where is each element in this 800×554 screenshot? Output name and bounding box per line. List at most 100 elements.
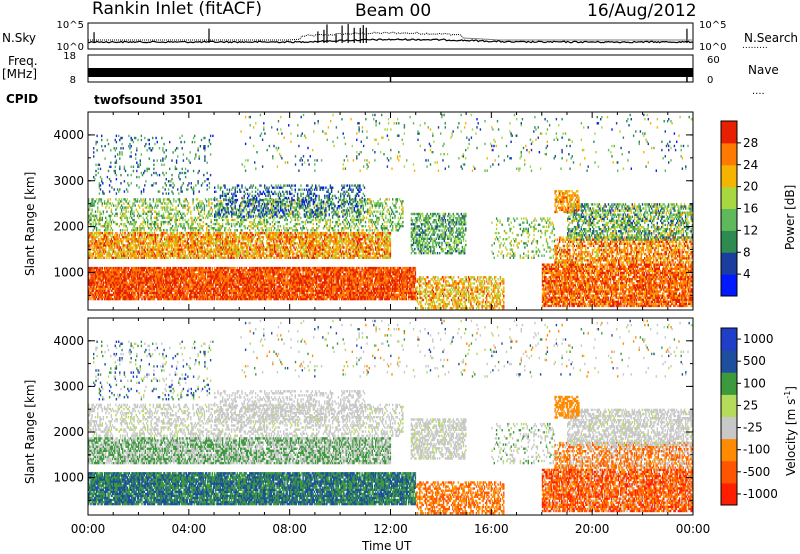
cell bbox=[145, 298, 146, 300]
cell bbox=[89, 269, 90, 271]
freq-ytick: 8 bbox=[70, 75, 76, 86]
cell bbox=[99, 275, 100, 277]
cell bbox=[191, 296, 192, 298]
cell bbox=[122, 290, 123, 292]
cell bbox=[162, 269, 163, 271]
cell bbox=[205, 275, 206, 277]
cell bbox=[162, 273, 163, 275]
cell bbox=[145, 275, 146, 277]
cell bbox=[152, 292, 153, 294]
cell bbox=[175, 286, 176, 288]
cell bbox=[132, 273, 133, 275]
cell bbox=[175, 279, 176, 281]
cell bbox=[119, 296, 120, 298]
cell bbox=[132, 269, 133, 271]
cell bbox=[90, 298, 91, 300]
cell bbox=[181, 275, 182, 277]
cell bbox=[103, 271, 104, 273]
cell bbox=[165, 273, 166, 275]
cell bbox=[125, 267, 126, 269]
cell bbox=[201, 298, 202, 300]
cell bbox=[139, 269, 140, 271]
cell bbox=[122, 269, 123, 271]
cell bbox=[188, 286, 189, 288]
cell bbox=[205, 286, 206, 288]
cell bbox=[141, 292, 142, 294]
cell bbox=[188, 269, 189, 271]
cell bbox=[161, 298, 162, 300]
cell bbox=[181, 296, 182, 298]
freq-ytick: 18 bbox=[63, 51, 76, 62]
cell bbox=[124, 273, 125, 275]
cell bbox=[169, 275, 170, 277]
cell bbox=[93, 275, 94, 277]
cell bbox=[172, 269, 173, 271]
cell bbox=[105, 292, 106, 294]
cell bbox=[136, 296, 137, 298]
cell bbox=[122, 292, 123, 294]
cell bbox=[139, 275, 140, 277]
noise-ytick: 10^5 bbox=[57, 20, 84, 31]
cell bbox=[108, 296, 109, 298]
cell bbox=[165, 275, 166, 277]
cell bbox=[148, 277, 149, 279]
cell bbox=[198, 275, 199, 277]
cell bbox=[152, 281, 153, 283]
cell bbox=[105, 267, 106, 269]
cell bbox=[188, 267, 189, 269]
cell bbox=[169, 279, 170, 281]
cell bbox=[115, 290, 116, 292]
cell bbox=[195, 292, 196, 294]
cell bbox=[136, 290, 137, 292]
cell bbox=[119, 298, 120, 300]
cell bbox=[119, 286, 120, 288]
cell bbox=[191, 281, 192, 283]
cell bbox=[172, 267, 173, 269]
cell bbox=[129, 275, 130, 277]
cell bbox=[158, 286, 159, 288]
cell bbox=[184, 290, 185, 292]
cell bbox=[178, 296, 179, 298]
cell bbox=[105, 275, 106, 277]
cell bbox=[136, 273, 137, 275]
nave-legend-dots: .... bbox=[752, 86, 765, 97]
cell bbox=[132, 292, 133, 294]
cell bbox=[165, 281, 166, 283]
cell bbox=[96, 286, 97, 288]
cell bbox=[178, 281, 179, 283]
cell bbox=[141, 279, 142, 281]
noise-y2tick: 10^5 bbox=[699, 20, 726, 31]
cell bbox=[172, 279, 173, 281]
cell bbox=[103, 296, 104, 298]
cell bbox=[105, 298, 106, 300]
cell bbox=[161, 267, 162, 269]
cell bbox=[125, 286, 126, 288]
cell bbox=[145, 267, 146, 269]
cell bbox=[129, 267, 130, 269]
cell bbox=[175, 269, 176, 271]
cell bbox=[141, 290, 142, 292]
cell bbox=[103, 279, 104, 281]
cell bbox=[145, 292, 146, 294]
cell bbox=[140, 296, 141, 298]
cell bbox=[172, 290, 173, 292]
cell bbox=[115, 281, 116, 283]
cell bbox=[198, 296, 199, 298]
cell bbox=[129, 271, 130, 273]
cell bbox=[96, 281, 97, 283]
cell bbox=[169, 273, 170, 275]
cell bbox=[195, 279, 196, 281]
noise-y2tick: 10^0 bbox=[699, 42, 726, 53]
cell bbox=[112, 294, 113, 296]
cell bbox=[154, 290, 155, 292]
cell bbox=[192, 290, 193, 292]
cell bbox=[172, 273, 173, 275]
cell bbox=[139, 294, 140, 296]
cell bbox=[93, 279, 94, 281]
cell bbox=[133, 296, 134, 298]
cell bbox=[139, 296, 140, 298]
cell bbox=[188, 298, 189, 300]
cell bbox=[191, 286, 192, 288]
cell bbox=[201, 286, 202, 288]
cell bbox=[178, 269, 179, 271]
